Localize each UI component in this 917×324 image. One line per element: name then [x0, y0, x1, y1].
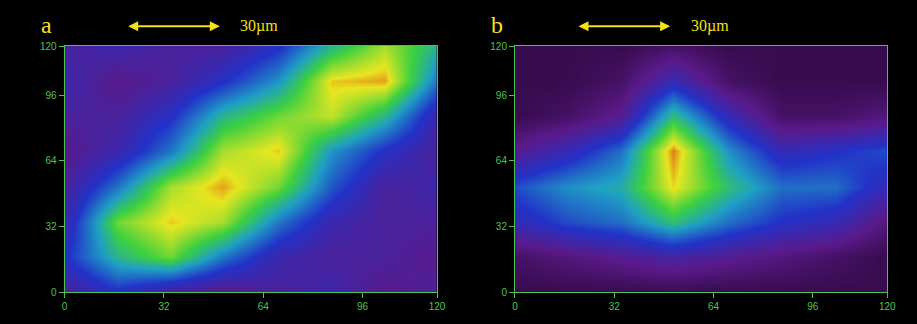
svg-text:0: 0: [62, 301, 68, 312]
svg-text:120: 120: [40, 41, 57, 52]
svg-text:32: 32: [158, 301, 170, 312]
svg-text:0: 0: [501, 287, 507, 298]
svg-text:120: 120: [490, 41, 507, 52]
svg-text:0: 0: [512, 301, 518, 312]
svg-text:64: 64: [46, 155, 58, 166]
svg-text:120: 120: [879, 301, 896, 312]
svg-text:96: 96: [807, 301, 819, 312]
svg-text:64: 64: [258, 301, 270, 312]
svg-text:64: 64: [708, 301, 720, 312]
svg-text:32: 32: [496, 221, 508, 232]
svg-text:32: 32: [46, 221, 58, 232]
svg-text:96: 96: [496, 90, 508, 101]
svg-text:0: 0: [51, 287, 57, 298]
svg-text:30µm: 30µm: [240, 17, 278, 35]
svg-text:64: 64: [496, 155, 508, 166]
svg-text:a: a: [41, 12, 52, 38]
svg-text:96: 96: [46, 90, 58, 101]
svg-text:96: 96: [357, 301, 369, 312]
svg-text:120: 120: [429, 301, 446, 312]
svg-text:30µm: 30µm: [691, 17, 729, 35]
svg-text:32: 32: [609, 301, 621, 312]
svg-text:b: b: [491, 12, 503, 38]
